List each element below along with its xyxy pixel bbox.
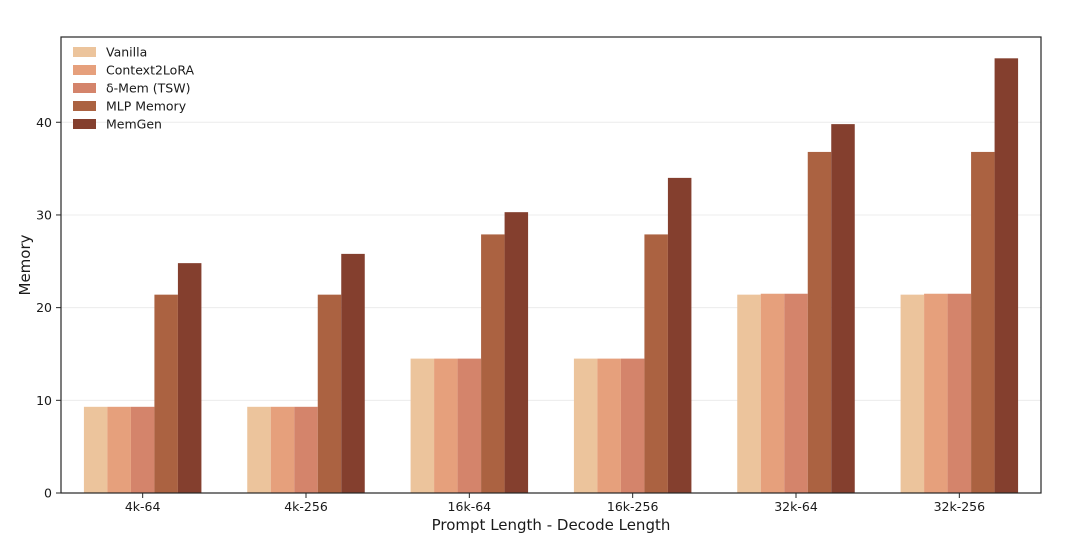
- bar: [807, 151, 832, 494]
- bar: [620, 358, 645, 493]
- legend-swatch: [73, 47, 96, 57]
- x-tick-label: 4k-64: [125, 499, 161, 514]
- legend-label: δ-Mem (TSW): [106, 81, 190, 96]
- legend: Vanilla Context2LoRA δ-Mem (TSW) MLP Memory…: [73, 45, 194, 132]
- bar: [784, 293, 808, 493]
- bar: [947, 293, 972, 493]
- bar: [457, 358, 482, 493]
- bar: [831, 124, 855, 493]
- y-axis-ticks: 0 10 20 30 40: [36, 115, 61, 501]
- legend-swatch: [73, 101, 96, 111]
- y-axis-label: Memory: [16, 234, 34, 295]
- bar: [900, 294, 925, 493]
- bar: [341, 253, 365, 493]
- grid-lines: [61, 121, 1041, 401]
- x-axis-ticks: 4k-64 4k-256 16k-64 16k-256 32k-64 32k-256: [125, 493, 985, 514]
- y-tick-label: 40: [36, 115, 52, 130]
- legend-label: Vanilla: [106, 45, 147, 60]
- bar: [434, 358, 458, 493]
- plot-frame: [60, 36, 1042, 494]
- bar: [760, 293, 785, 493]
- y-tick-label: 20: [36, 300, 52, 315]
- legend-swatch: [73, 65, 96, 75]
- y-tick-label: 30: [36, 207, 52, 222]
- x-tick-label: 4k-256: [284, 499, 328, 514]
- bar: [294, 406, 318, 493]
- bar: [130, 406, 155, 493]
- bar: [83, 406, 108, 493]
- bar: [971, 151, 995, 494]
- bar: [573, 358, 598, 493]
- bar: [107, 406, 131, 493]
- legend-label: MLP Memory: [106, 99, 187, 114]
- bar: [410, 358, 435, 493]
- bar: [317, 294, 342, 493]
- bar: [667, 177, 692, 493]
- y-tick-label: 10: [36, 393, 52, 408]
- bar: [994, 58, 1019, 493]
- bar: [644, 234, 668, 494]
- x-axis-label: Prompt Length - Decode Length: [432, 516, 671, 534]
- bar: [270, 406, 295, 493]
- y-tick-label: 0: [44, 486, 52, 501]
- bars: [83, 58, 1019, 494]
- bar: [504, 212, 529, 494]
- bar: [597, 358, 621, 493]
- bar: [481, 234, 505, 494]
- bar: [247, 406, 271, 493]
- legend-swatch: [73, 83, 96, 93]
- bar: [177, 263, 202, 493]
- x-tick-label: 16k-64: [448, 499, 492, 514]
- legend-label: Context2LoRA: [106, 63, 194, 78]
- bar: [737, 294, 761, 493]
- bar: [154, 294, 178, 493]
- legend-swatch: [73, 119, 96, 129]
- bar: [924, 293, 948, 493]
- x-tick-label: 16k-256: [607, 499, 659, 514]
- x-tick-label: 32k-64: [774, 499, 818, 514]
- legend-label: MemGen: [106, 117, 162, 132]
- x-tick-label: 32k-256: [934, 499, 986, 514]
